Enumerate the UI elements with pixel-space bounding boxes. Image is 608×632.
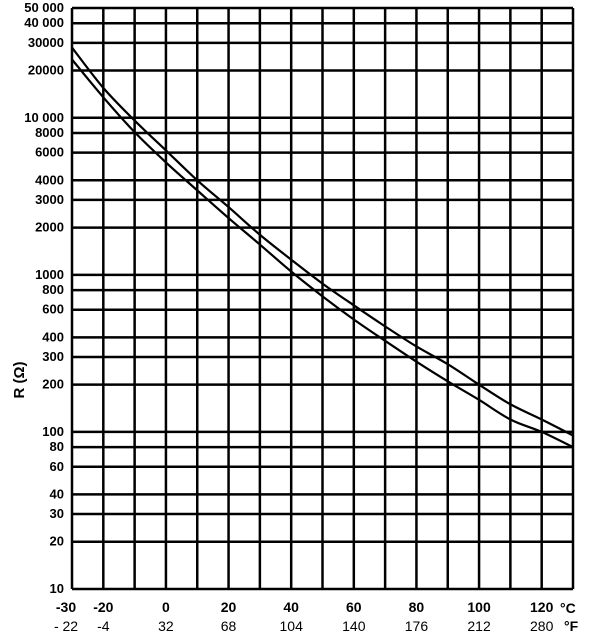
- horizontal-gridlines: [72, 6, 573, 591]
- y-tick-label: 100: [42, 424, 64, 439]
- x-tick-label-fahrenheit: 104: [280, 618, 304, 632]
- x-unit-celsius: °C: [560, 600, 576, 616]
- x-tick-label-fahrenheit: 32: [158, 618, 174, 632]
- x-tick-label-fahrenheit: 176: [405, 618, 429, 632]
- x-tick-label-fahrenheit: - 22: [54, 618, 78, 632]
- x-tick-labels-celsius: -30 -20 0 20 40 60 80 100 120: [56, 599, 554, 615]
- x-tick-label-fahrenheit: 140: [342, 618, 366, 632]
- y-tick-label: 2000: [35, 220, 64, 235]
- x-tick-label-celsius: 40: [283, 599, 299, 615]
- y-tick-label: 800: [42, 282, 64, 297]
- y-tick-label: 3000: [35, 192, 64, 207]
- x-tick-label-fahrenheit: 212: [467, 618, 491, 632]
- y-tick-label: 30: [50, 506, 64, 521]
- series-line-2: [71, 58, 574, 449]
- x-tick-label-celsius: 20: [221, 599, 237, 615]
- y-tick-label: 6000: [35, 145, 64, 160]
- y-tick-label: 60: [50, 459, 64, 474]
- series-line-1: [71, 46, 574, 437]
- y-tick-label: 200: [42, 377, 64, 392]
- y-tick-label: 300: [42, 349, 64, 364]
- x-tick-label-fahrenheit: 68: [221, 618, 237, 632]
- y-tick-label: 1000: [35, 267, 64, 282]
- x-tick-label-celsius: 100: [467, 599, 491, 615]
- y-tick-label: 20000: [28, 63, 64, 78]
- x-tick-label-celsius: 60: [346, 599, 362, 615]
- y-tick-label: 40 000: [24, 15, 64, 30]
- y-tick-label: 20: [50, 534, 64, 549]
- y-axis-label: R (Ω): [11, 361, 28, 398]
- x-tick-label-fahrenheit: -4: [97, 618, 110, 632]
- x-tick-label-celsius: 80: [409, 599, 425, 615]
- x-tick-label-fahrenheit: 280: [530, 618, 554, 632]
- y-tick-label: 30000: [28, 35, 64, 50]
- y-tick-label: 50 000: [24, 0, 64, 15]
- x-tick-label-celsius: 120: [530, 599, 554, 615]
- y-tick-label: 40: [50, 486, 64, 501]
- y-tick-label: 400: [42, 329, 64, 344]
- y-tick-label: 10: [50, 581, 64, 596]
- y-tick-label: 600: [42, 302, 64, 317]
- y-tick-label: 8000: [35, 125, 64, 140]
- x-tick-label-celsius: -20: [93, 599, 113, 615]
- x-tick-labels-fahrenheit: - 22 -4 32 68 104 140 176 212 280: [54, 618, 554, 632]
- x-tick-label-celsius: 0: [162, 599, 170, 615]
- vertical-gridlines: [70, 8, 575, 589]
- x-unit-fahrenheit: °F: [564, 618, 579, 632]
- y-tick-label: 4000: [35, 172, 64, 187]
- y-tick-label: 10 000: [24, 110, 64, 125]
- x-tick-label-celsius: -30: [56, 599, 76, 615]
- series-lines: [71, 46, 574, 449]
- y-tick-label: 80: [50, 439, 64, 454]
